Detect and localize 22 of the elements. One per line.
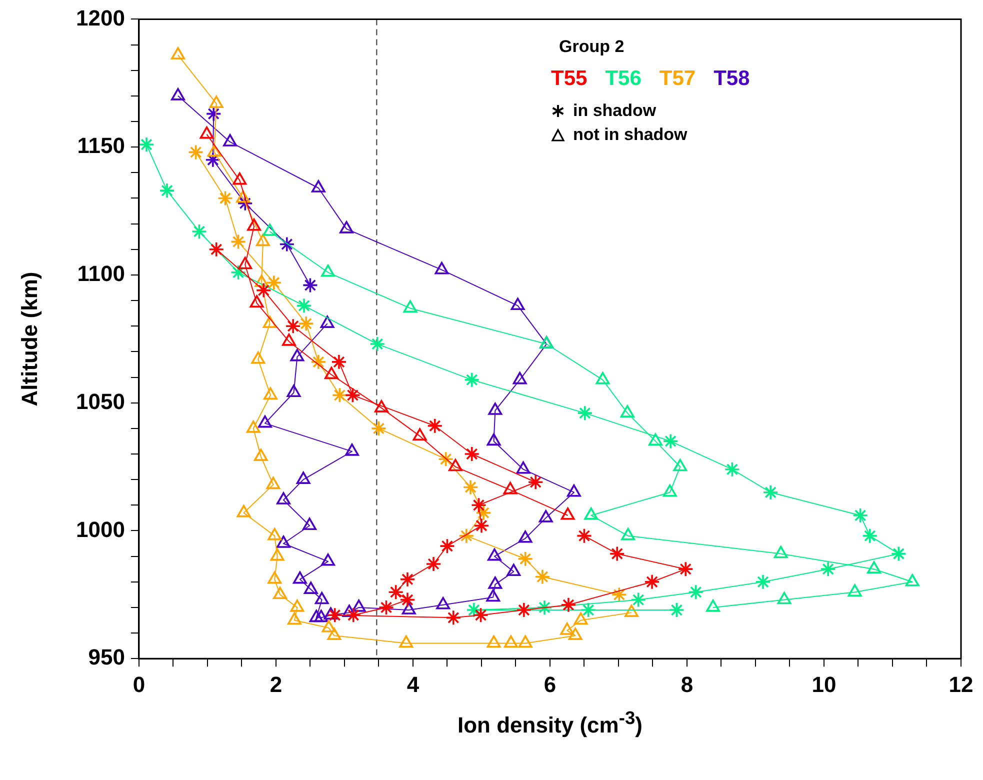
- text: T58: [714, 67, 750, 92]
- x-axis-title: Ion density (cm$^{-3}$): [457, 706, 642, 738]
- y-tick-label: 1050: [76, 388, 125, 414]
- x-tick-label: 10: [812, 672, 836, 697]
- y-tick-label: 950: [88, 644, 125, 670]
- x-tick-label: 6: [544, 672, 556, 697]
- x-tick-label: 8: [680, 672, 694, 697]
- annotation: in shadow: [573, 101, 656, 122]
- x-tick-label: 4: [406, 672, 420, 697]
- annotation: not in shadow: [573, 125, 688, 146]
- legend-title: Group 2: [559, 37, 626, 58]
- y-tick-label: 1100: [77, 261, 125, 286]
- y-tick-label: 1200: [76, 5, 125, 30]
- y-axis-title: Altitude (km): [17, 272, 43, 406]
- y-tick-label: 1000: [76, 516, 125, 542]
- x-tick-label: 0: [132, 672, 146, 697]
- y-tick-label: 1150: [77, 133, 125, 158]
- text: T55: [551, 67, 588, 92]
- text: T56: [605, 67, 642, 92]
- text: T57: [659, 67, 696, 92]
- x-tick-label: 12: [948, 672, 974, 697]
- x-tick-label: 2: [270, 672, 282, 697]
